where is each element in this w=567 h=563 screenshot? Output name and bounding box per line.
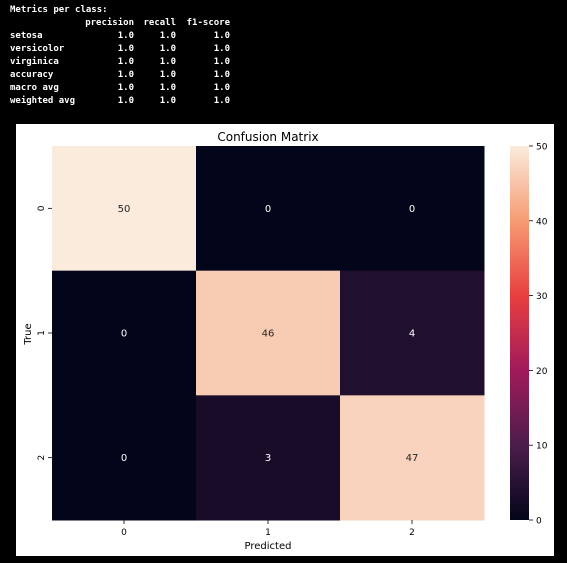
colorbar (510, 146, 529, 520)
colorbar-tick-label: 40 (536, 217, 548, 227)
colorbar-tick-label: 30 (536, 292, 548, 302)
colorbar-axis: 0 10 20 30 40 50 (529, 143, 548, 527)
heatmap-cell (340, 270, 485, 396)
metrics-value: 1.0 (213, 57, 230, 67)
metrics-column-header: precision (85, 18, 134, 28)
cell-value-label: 46 (262, 329, 275, 340)
y-tick-label: 0 (37, 205, 47, 211)
x-tick-label: 2 (409, 528, 415, 538)
metrics-value: 1.0 (159, 44, 176, 54)
metrics-row: virginica 1.0 1.0 1.0 (10, 56, 230, 69)
colorbar-tick-label: 50 (536, 143, 548, 153)
metrics-value: 1.0 (117, 70, 134, 80)
cell-value-label: 47 (406, 453, 419, 464)
cell-annotations: 50 0 0 0 46 4 0 3 47 (118, 204, 419, 464)
x-axis: 0 1 2 (121, 520, 415, 538)
metrics-value: 1.0 (213, 70, 230, 80)
metrics-row: versicolor 1.0 1.0 1.0 (10, 43, 230, 56)
metrics-row: accuracy 1.0 1.0 1.0 (10, 69, 230, 82)
metrics-value: 1.0 (159, 57, 176, 67)
heatmap-cells (52, 146, 485, 521)
cell-value-label: 0 (409, 204, 415, 215)
x-tick-label: 1 (265, 528, 271, 538)
x-tick-label: 0 (121, 528, 127, 538)
metrics-header-row: precision recall f1-score (10, 17, 230, 30)
metrics-row: weighted avg 1.0 1.0 1.0 (10, 95, 230, 108)
heatmap-cell (52, 270, 197, 396)
metrics-row: macro avg 1.0 1.0 1.0 (10, 82, 230, 95)
cell-value-label: 3 (265, 453, 271, 464)
metrics-column-header: f1-score (186, 18, 230, 28)
metrics-row-label: macro avg (10, 83, 59, 93)
metrics-row-label: weighted avg (10, 96, 76, 106)
metrics-value: 1.0 (159, 70, 176, 80)
metrics-value: 1.0 (117, 96, 134, 106)
metrics-value: 1.0 (213, 83, 230, 93)
heatmap-cell (196, 270, 341, 396)
heatmap-cell (196, 146, 341, 272)
metrics-row-label: accuracy (10, 70, 54, 80)
metrics-row-label: virginica (10, 57, 59, 67)
metrics-value: 1.0 (213, 44, 230, 54)
metrics-column-header: recall (143, 18, 176, 28)
y-axis-label: True (23, 323, 34, 345)
metrics-value: 1.0 (117, 44, 134, 54)
heatmap-cell (52, 395, 197, 521)
chart-title: Confusion Matrix (217, 130, 318, 144)
heatmap-cell (52, 146, 197, 272)
colorbar-tick-label: 0 (536, 517, 542, 527)
y-axis: 0 1 2 (37, 205, 52, 461)
cell-value-label: 0 (121, 453, 127, 464)
metrics-value: 1.0 (213, 31, 230, 41)
metrics-report: Metrics per class: precision recall f1-scor… (10, 4, 230, 108)
metrics-value: 1.0 (159, 96, 176, 106)
x-axis-label: Predicted (245, 541, 292, 552)
colorbar-tick-label: 20 (536, 367, 548, 377)
metrics-value: 1.0 (213, 96, 230, 106)
cell-value-label: 0 (121, 329, 127, 340)
heatmap-cell (340, 395, 485, 521)
cell-value-label: 50 (118, 204, 131, 215)
y-tick-label: 2 (37, 455, 47, 461)
metrics-value: 1.0 (117, 83, 134, 93)
colorbar-tick-label: 10 (536, 442, 548, 452)
heatmap-cell (196, 395, 341, 521)
y-tick-label: 1 (37, 330, 47, 336)
metrics-value: 1.0 (159, 31, 176, 41)
heatmap-cell (340, 146, 485, 272)
metrics-value: 1.0 (117, 31, 134, 41)
metrics-row: setosa 1.0 1.0 1.0 (10, 30, 230, 43)
metrics-row-label: versicolor (10, 44, 65, 54)
cell-value-label: 4 (409, 329, 415, 340)
metrics-title: Metrics per class: (10, 5, 108, 15)
cell-value-label: 0 (265, 204, 271, 215)
metrics-value: 1.0 (117, 57, 134, 67)
metrics-row-label: setosa (10, 31, 43, 41)
metrics-value: 1.0 (159, 83, 176, 93)
